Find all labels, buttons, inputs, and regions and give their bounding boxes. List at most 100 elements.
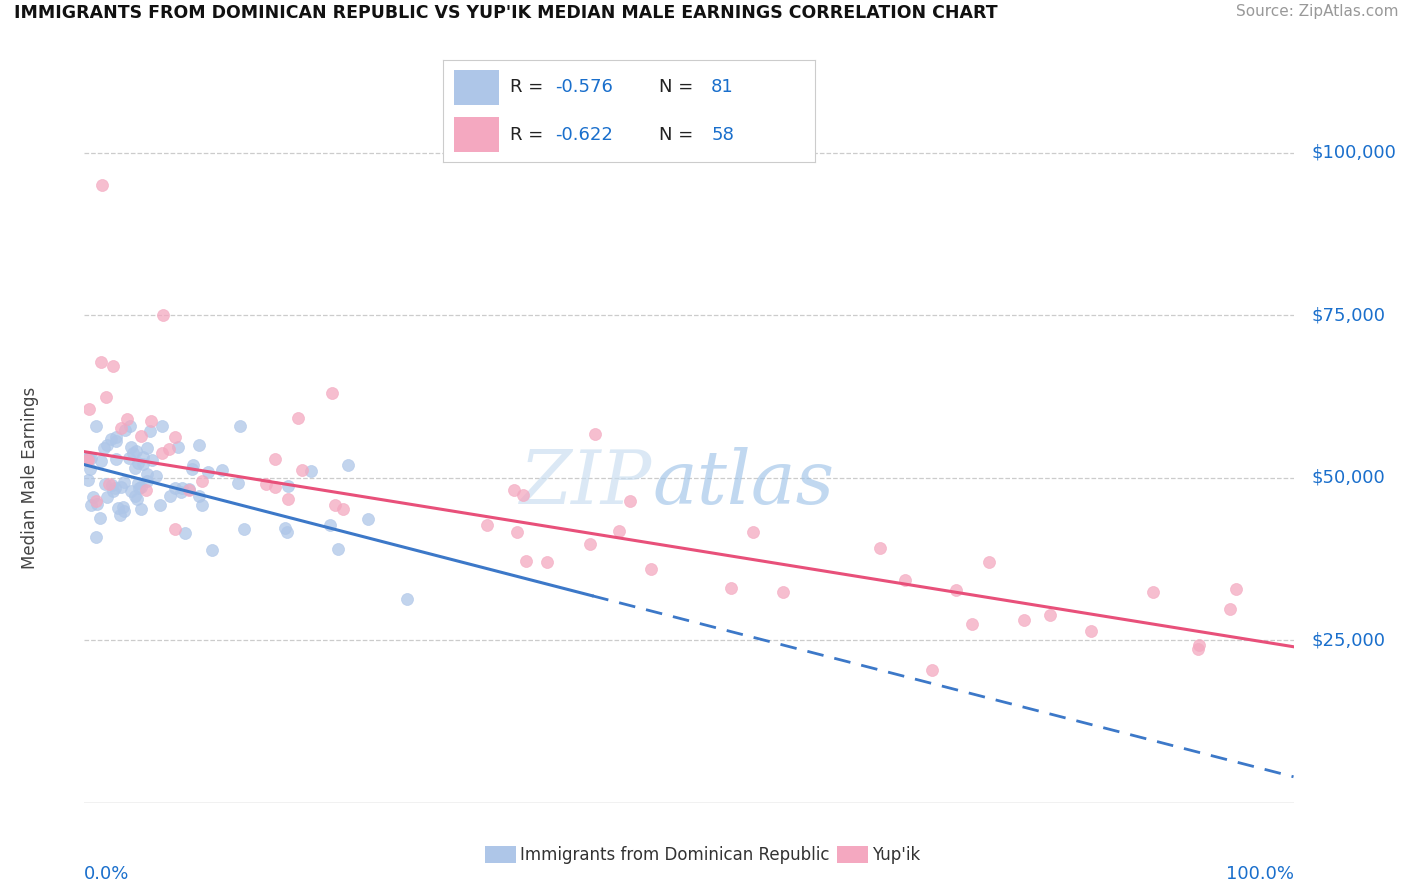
Text: Yup'ik: Yup'ik <box>872 846 920 863</box>
Point <box>150 446 173 460</box>
Point <box>118 451 141 466</box>
Point <box>136 442 159 456</box>
Point <box>118 418 141 433</box>
Point <box>136 467 159 481</box>
Point <box>136 474 159 488</box>
Point <box>152 308 174 322</box>
Point <box>101 359 124 373</box>
Point <box>181 458 204 472</box>
Text: Median Male Earnings: Median Male Earnings <box>21 386 39 569</box>
Point <box>233 522 256 536</box>
Point <box>163 522 186 536</box>
Point <box>108 508 131 522</box>
Point <box>165 430 187 444</box>
Point <box>157 442 180 457</box>
Text: N =: N = <box>659 78 699 96</box>
Point <box>80 498 103 512</box>
Point <box>115 412 138 426</box>
Point <box>77 451 100 466</box>
Point <box>321 386 343 401</box>
Point <box>979 555 1001 569</box>
Point <box>139 414 162 428</box>
Point <box>120 441 142 455</box>
Point <box>505 524 527 539</box>
Point <box>191 498 214 512</box>
Point <box>97 477 120 491</box>
Point <box>125 444 148 458</box>
Point <box>96 438 118 452</box>
Point <box>536 555 558 569</box>
Point <box>945 582 967 597</box>
Text: $50,000: $50,000 <box>1312 468 1385 487</box>
Point <box>86 530 108 544</box>
Text: $25,000: $25,000 <box>1312 632 1386 649</box>
Point <box>112 504 135 518</box>
Point <box>77 473 100 487</box>
Point <box>122 446 145 460</box>
Point <box>127 456 149 470</box>
Point <box>125 492 148 507</box>
Point <box>93 441 115 455</box>
Point <box>299 464 322 478</box>
Point <box>120 483 142 498</box>
Point <box>149 498 172 512</box>
Point <box>177 482 200 496</box>
Point <box>515 554 537 568</box>
Point <box>80 451 103 466</box>
Text: 0.0%: 0.0% <box>84 864 129 882</box>
Point <box>772 585 794 599</box>
Point <box>619 493 641 508</box>
Point <box>101 484 124 499</box>
Point <box>96 490 118 504</box>
Point <box>357 512 380 526</box>
Point <box>104 482 127 496</box>
Point <box>188 489 211 503</box>
Point <box>139 424 162 438</box>
Point <box>128 481 150 495</box>
Point <box>319 517 342 532</box>
Bar <box>454 70 499 105</box>
Text: $75,000: $75,000 <box>1312 306 1386 324</box>
Point <box>174 525 197 540</box>
Point <box>89 511 111 525</box>
Point <box>503 483 526 497</box>
Text: atlas: atlas <box>652 447 835 519</box>
Point <box>197 465 219 479</box>
Point <box>264 479 287 493</box>
Point <box>159 489 181 503</box>
Point <box>921 663 943 677</box>
Point <box>1219 602 1241 616</box>
Point <box>100 432 122 446</box>
Text: ZIP: ZIP <box>520 447 652 519</box>
Point <box>110 479 132 493</box>
Point <box>254 476 277 491</box>
Point <box>211 463 233 477</box>
Point <box>163 481 186 495</box>
Point <box>127 476 149 491</box>
Point <box>77 450 100 464</box>
Point <box>104 434 127 448</box>
Point <box>274 521 297 535</box>
Point <box>132 450 155 464</box>
Point <box>91 178 114 192</box>
Point <box>179 483 201 498</box>
Text: -0.576: -0.576 <box>554 78 613 96</box>
Point <box>512 488 534 502</box>
Point <box>169 485 191 500</box>
Point <box>323 498 346 512</box>
Point <box>76 453 98 467</box>
Point <box>960 616 983 631</box>
Point <box>1188 638 1211 652</box>
Point <box>132 458 155 472</box>
Point <box>1142 585 1164 599</box>
Point <box>111 500 134 514</box>
Point <box>583 427 606 442</box>
Point <box>114 423 136 437</box>
Point <box>332 501 354 516</box>
Point <box>79 462 101 476</box>
Point <box>336 458 359 473</box>
Point <box>93 477 115 491</box>
Point <box>720 582 742 596</box>
Point <box>1039 608 1062 623</box>
Text: 58: 58 <box>711 126 734 144</box>
